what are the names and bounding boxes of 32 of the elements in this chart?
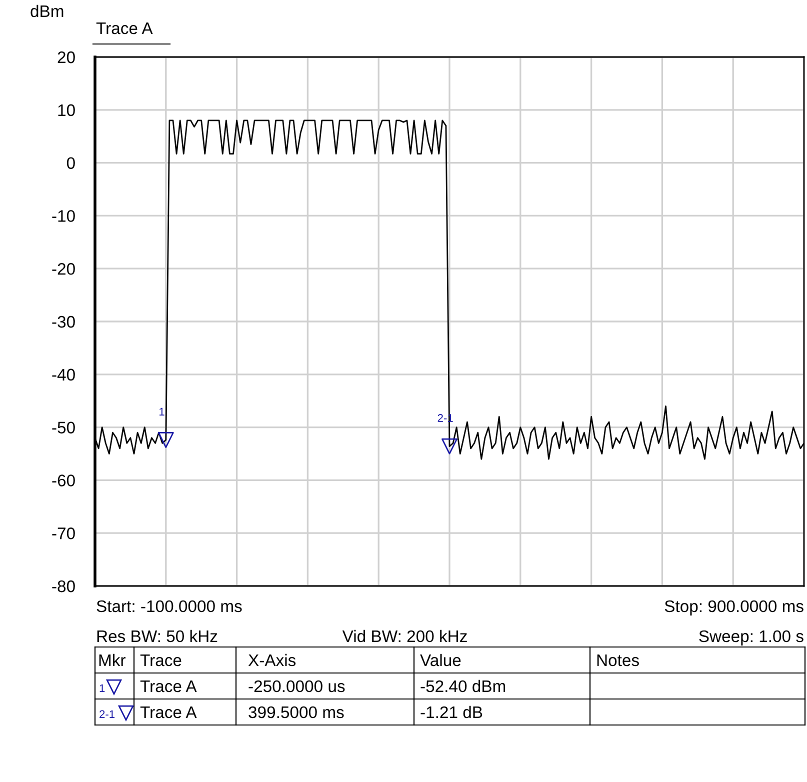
text: Sweep: 1.00 s <box>699 630 804 646</box>
text: Vid BW: 200 kHz <box>342 630 467 642</box>
text: Mkr <box>99 654 126 666</box>
y-tick-label: -40 <box>52 368 75 381</box>
text: -52.40 dBm <box>420 680 506 692</box>
text: 399.5000 ms <box>248 706 344 718</box>
text: Res BW: 50 kHz <box>97 630 218 642</box>
text: Trace A <box>140 680 197 692</box>
text: 2-1 <box>100 710 115 718</box>
y-tick-label: 0 <box>66 157 75 170</box>
y-tick-label: -80 <box>52 580 75 592</box>
y-tick-label: 20 <box>58 51 75 64</box>
text: Value <box>420 654 461 666</box>
text: -250.0000 us <box>248 680 345 692</box>
y-tick-label: -60 <box>52 474 75 486</box>
y-tick-label: -50 <box>52 422 75 434</box>
text: Trace <box>140 654 182 666</box>
y-tick-label: -10 <box>52 210 75 222</box>
text: X-Axis <box>248 654 296 666</box>
chart-title: Trace A <box>96 22 153 34</box>
y-tick-label: -30 <box>52 316 75 328</box>
y-tick-label: -20 <box>52 263 75 275</box>
y-tick-label: -70 <box>52 528 75 540</box>
text: 1 <box>100 684 105 692</box>
text: Stop: 900.0000 ms <box>664 600 804 616</box>
y-axis-title: dBm <box>30 4 64 18</box>
y-tick-label: 10 <box>58 104 75 116</box>
annotation: 1 <box>159 408 164 416</box>
text: Start: -100.0000 ms <box>96 600 242 612</box>
text: Trace A <box>140 706 197 718</box>
text: Notes <box>597 654 639 666</box>
text: -1.21 dB <box>420 706 482 718</box>
